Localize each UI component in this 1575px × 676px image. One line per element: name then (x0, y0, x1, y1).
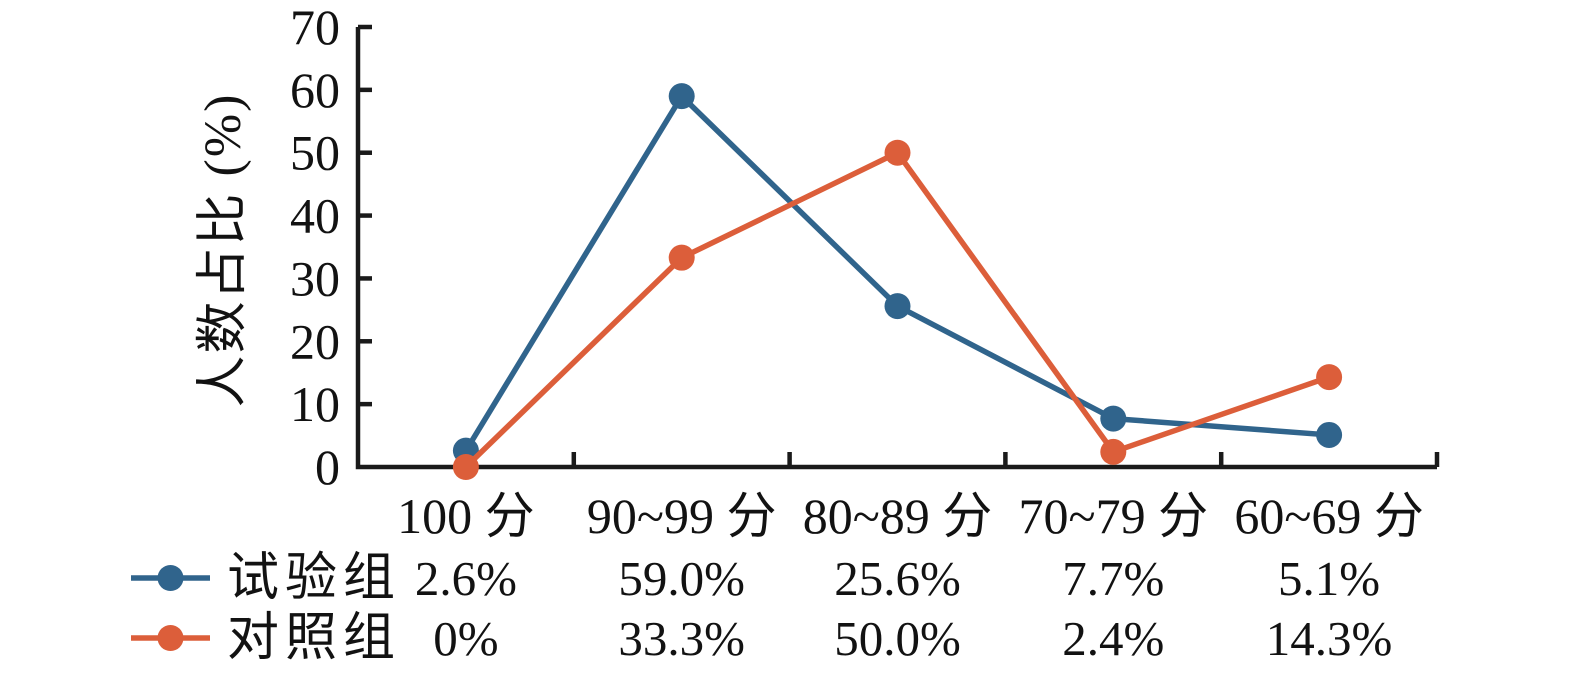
data-point-marker (884, 293, 911, 320)
x-category-label: 60~69 分 (1234, 488, 1424, 544)
value-label: 33.3% (618, 611, 745, 666)
data-point-marker (884, 139, 911, 166)
value-label: 5.1% (1278, 551, 1380, 606)
y-tick-label: 10 (290, 376, 340, 432)
value-label: 7.7% (1062, 551, 1164, 606)
axes (355, 27, 1437, 470)
value-table: 2.6% 59.0% 25.6% 7.7% 5.1% 0% 33.3% 50.0% 2.4% 14… (415, 551, 1393, 666)
x-category-label: 80~89 分 (803, 488, 993, 544)
value-label: 0% (433, 611, 498, 666)
x-category-labels: 100 分 90~99 分 80~89 分 70~79 分 60~69 分 (397, 488, 1424, 544)
value-label: 59.0% (618, 551, 745, 606)
value-label: 14.3% (1266, 611, 1393, 666)
x-category-label: 90~99 分 (587, 488, 777, 544)
x-axis-ticks (571, 452, 1440, 467)
y-axis-title: 人数占比 (%) (195, 93, 252, 408)
y-tick-label: 40 (290, 188, 340, 244)
x-category-label: 100 分 (397, 488, 535, 544)
y-tick-label: 20 (290, 313, 340, 369)
data-point-marker (668, 244, 695, 271)
value-label: 2.4% (1062, 611, 1164, 666)
legend-label: 试验组 (227, 550, 401, 607)
data-point-marker (668, 83, 695, 110)
value-label: 2.6% (415, 551, 517, 606)
value-label: 50.0% (834, 611, 961, 666)
y-axis-ticks: 0 10 20 30 40 50 60 70 (290, 0, 372, 495)
legend-label: 对照组 (227, 610, 401, 667)
y-tick-label: 60 (290, 62, 340, 118)
legend-swatch-marker (157, 625, 184, 651)
y-tick-label: 70 (290, 0, 340, 55)
data-point-marker (1316, 364, 1343, 391)
axis-frame (355, 27, 1437, 470)
value-label: 25.6% (834, 551, 961, 606)
y-tick-label: 50 (290, 125, 340, 181)
y-tick-label: 30 (290, 250, 340, 306)
data-point-marker (1316, 421, 1343, 448)
data-point-marker (1100, 405, 1127, 432)
data-point-marker (1100, 438, 1127, 465)
x-category-label: 70~79 分 (1019, 488, 1209, 544)
data-point-marker (452, 454, 479, 480)
series-lines (452, 83, 1343, 480)
y-tick-label: 0 (315, 439, 340, 495)
legend-swatch-marker (157, 565, 184, 591)
